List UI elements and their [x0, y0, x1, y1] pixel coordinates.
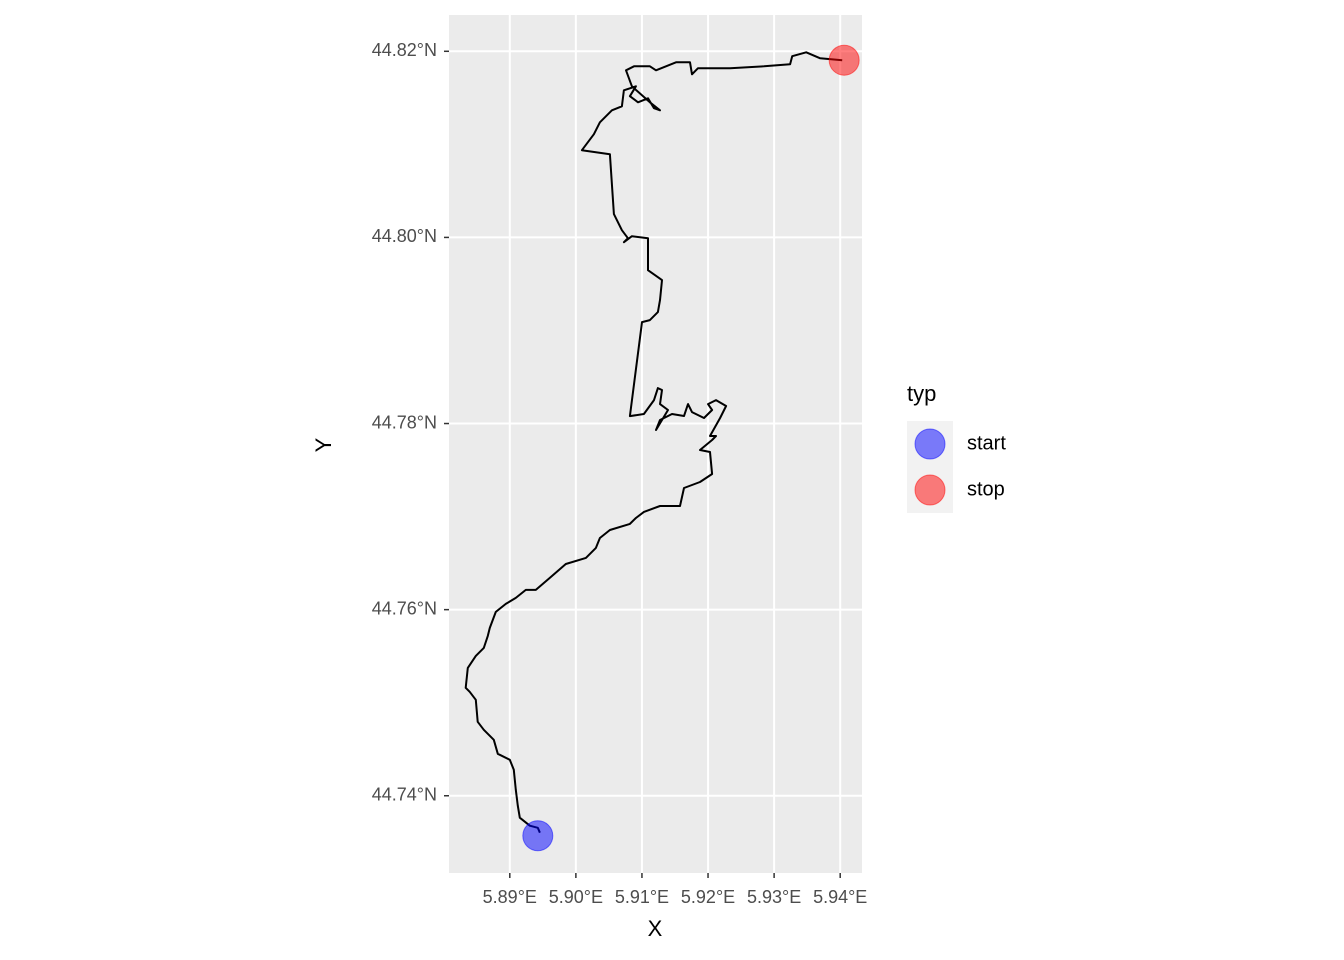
legend-title: typ	[907, 381, 936, 406]
legend-label: stop	[967, 478, 1005, 500]
y-tick-label: 44.78°N	[372, 412, 437, 432]
y-tick-label: 44.74°N	[372, 785, 437, 805]
y-axis-title: Y	[311, 437, 336, 452]
x-tick-label: 5.94°E	[813, 887, 867, 907]
x-axis-title: X	[648, 916, 663, 941]
y-tick-label: 44.76°N	[372, 598, 437, 618]
legend-key	[914, 428, 946, 460]
legend-key	[914, 474, 946, 506]
x-tick-label: 5.93°E	[747, 887, 801, 907]
point	[522, 820, 554, 852]
x-tick-label: 5.89°E	[483, 887, 537, 907]
x-tick-label: 5.91°E	[615, 887, 669, 907]
track-line	[464, 51, 843, 834]
point	[828, 44, 860, 76]
legend-label: start	[967, 432, 1006, 454]
panel	[449, 15, 862, 873]
y-tick-label: 44.80°N	[372, 226, 437, 246]
y-tick-label: 44.82°N	[372, 40, 437, 60]
x-tick-label: 5.90°E	[549, 887, 603, 907]
x-tick-label: 5.92°E	[681, 887, 735, 907]
